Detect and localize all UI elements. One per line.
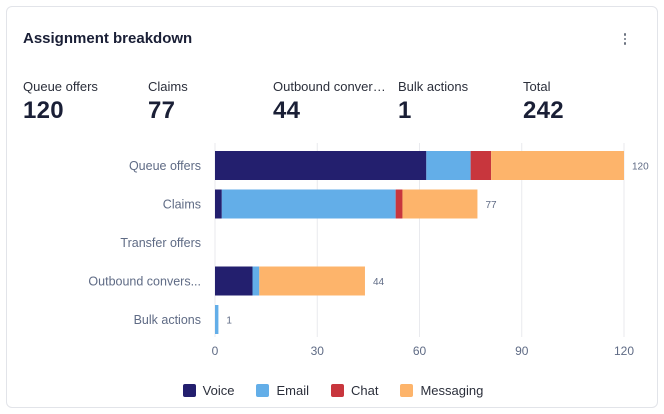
bar-segment-messaging[interactable] [259,266,365,296]
x-tick-label: 90 [515,344,529,358]
kpi-outbound-conversations: Outbound convers... 44 [273,79,389,125]
kpi-claims: Claims 77 [148,79,268,125]
bar-segment-voice[interactable] [215,266,253,296]
bar-total-label: 1 [226,316,232,327]
kpi-bulk-actions: Bulk actions 1 [398,79,518,125]
legend-item-voice[interactable]: Voice [182,383,235,398]
legend-item-chat[interactable]: Chat [330,383,379,398]
x-tick-label: 30 [311,344,325,358]
legend-label: Email [276,383,309,398]
legend-swatch [400,384,414,397]
category-label: Queue offers [129,159,201,173]
kpi-queue-offers: Queue offers 120 [23,79,143,125]
x-tick-label: 120 [614,344,634,358]
bar-total-label: 120 [632,162,649,173]
kpi-value: 242 [523,97,564,124]
bar-total-label: 44 [373,277,385,288]
legend-swatch [256,384,270,397]
kpi-value: 120 [23,97,64,124]
chart-legend: Voice Email Chat Messaging [7,383,659,398]
category-label: Outbound convers... [88,275,201,289]
kpi-value: 1 [398,97,412,124]
bar-segment-chat[interactable] [395,189,403,219]
more-options-icon[interactable] [619,29,631,49]
legend-label: Chat [350,383,379,398]
legend-swatch [182,384,196,397]
legend-label: Voice [202,383,235,398]
legend-swatch [330,384,344,397]
bar-segment-messaging[interactable] [402,189,478,219]
category-label: Bulk actions [134,313,201,327]
bar-segment-voice[interactable] [215,189,222,219]
x-tick-label: 60 [413,344,427,358]
bar-total-label: 77 [485,200,497,211]
kpi-total: Total 242 [523,79,643,125]
card-title: Assignment breakdown [23,30,193,47]
category-label: Transfer offers [120,236,201,250]
bar-segment-chat[interactable] [470,151,492,180]
category-label: Claims [163,198,201,212]
kpi-value: 44 [273,97,301,124]
x-tick-label: 0 [212,344,219,358]
bar-segment-email[interactable] [221,189,396,219]
bar-segment-voice[interactable] [215,151,427,180]
bar-segment-email[interactable] [252,266,260,296]
bar-segment-email[interactable] [215,305,219,334]
kpi-value: 77 [148,97,176,124]
legend-label: Messaging [420,383,484,398]
legend-item-messaging[interactable]: Messaging [400,383,483,398]
bar-segment-email[interactable] [426,151,471,180]
assignment-bar-chart: 0 30 60 90 120 Queue offers 120 Claims 77 Transfe… [88,143,649,358]
bar-segment-messaging[interactable] [491,151,624,180]
assignment-breakdown-card: Assignment breakdown Queue offers 120 Cl… [6,6,658,408]
legend-item-email[interactable]: Email [256,383,309,398]
